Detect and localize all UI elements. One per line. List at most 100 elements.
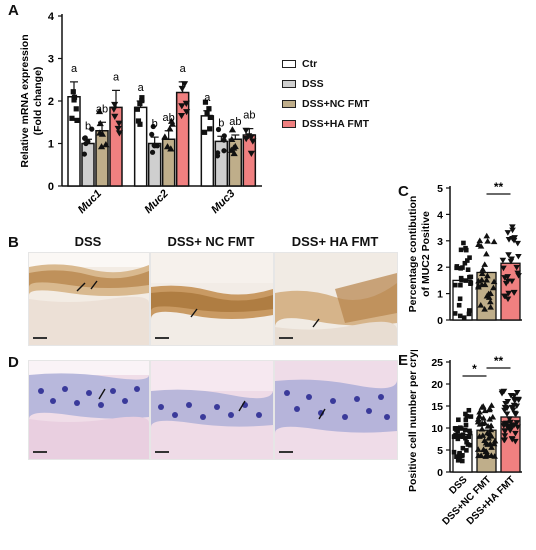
data-point-a	[221, 133, 227, 139]
data-point-c	[483, 232, 491, 239]
data-point-c	[487, 303, 494, 310]
data-point-a	[177, 112, 186, 120]
y-tick-label-c: 1	[437, 289, 443, 301]
data-point-e	[476, 408, 483, 415]
data-point-e	[500, 423, 508, 429]
data-point-e	[486, 406, 493, 413]
data-point-a	[202, 99, 209, 105]
data-point-a	[137, 100, 143, 107]
bar-a	[81, 142, 95, 187]
scale-bar	[279, 451, 293, 453]
data-point-e	[506, 428, 514, 434]
y-tick-label-a: 4	[48, 11, 55, 23]
data-point-e	[465, 442, 471, 447]
data-point-a	[167, 145, 175, 152]
data-point-e	[464, 448, 469, 453]
data-point-a	[178, 85, 186, 93]
data-point-e	[482, 439, 490, 446]
data-point-a	[137, 121, 143, 127]
data-point-e	[454, 454, 459, 459]
data-point-c	[504, 230, 512, 236]
data-point-c	[509, 227, 516, 234]
data-point-e	[514, 424, 521, 431]
data-point-c	[461, 315, 467, 320]
x-tick-label-a: Muc2	[142, 188, 170, 216]
data-point-e	[462, 427, 468, 433]
panel-label-a: A	[8, 2, 19, 19]
data-point-e	[474, 446, 482, 452]
data-point-e	[466, 407, 472, 413]
data-point-e	[459, 426, 464, 431]
x-tick-label-a: Muc3	[209, 188, 237, 216]
y-axis-title-c: Percentage contibutionof MUC2 Positive	[407, 196, 432, 313]
panel-label-d: D	[8, 354, 19, 371]
data-point-c	[483, 250, 490, 257]
data-point-a	[70, 89, 76, 95]
micrograph-d-ha-fmt	[274, 360, 398, 460]
data-point-e	[509, 422, 517, 428]
data-point-a	[115, 120, 123, 127]
legend-swatch-ctr	[282, 60, 296, 68]
y-axis-title-line: Positive cell number per crypt	[407, 350, 419, 492]
bar-a	[147, 142, 162, 187]
y-tick-label-c: 3	[437, 236, 443, 248]
micrograph-b-dss	[28, 252, 150, 346]
data-point-c	[490, 278, 498, 285]
data-point-c	[509, 224, 516, 230]
data-point-a	[139, 95, 145, 101]
data-point-e	[464, 439, 469, 445]
data-point-e	[500, 437, 508, 444]
data-point-e	[487, 422, 495, 429]
legend-item-ha: DSS+HA FMT	[282, 118, 369, 130]
data-point-c	[468, 274, 474, 280]
data-point-c	[484, 237, 491, 244]
data-point-c	[465, 258, 470, 263]
data-point-e	[476, 433, 483, 439]
y-tick-label-e: 10	[431, 423, 443, 435]
data-point-e	[510, 402, 518, 409]
data-point-a	[71, 94, 78, 100]
significance-letter-a: a	[180, 63, 187, 75]
chart-c-muc2-positive: 0 1 2 3 4 5 Percentage contibutionof MUC2 Posi…	[407, 180, 522, 327]
y-axis-title-line: Relative mRNA expression	[19, 34, 31, 167]
data-point-a	[242, 127, 250, 134]
y-axis-title-e: Positive cell number per crypt	[407, 350, 419, 492]
data-point-a	[214, 153, 221, 159]
data-point-c	[513, 264, 520, 271]
significance-mark-c: **	[494, 180, 504, 194]
image-title-ha-fmt: DSS+ HA FMT	[291, 234, 379, 249]
data-point-a	[163, 143, 172, 150]
y-tick-label-c: 2	[437, 262, 443, 274]
data-point-e	[481, 419, 489, 426]
data-point-c	[478, 281, 486, 288]
data-point-a	[228, 135, 236, 143]
data-point-e	[456, 417, 461, 423]
data-point-a	[207, 114, 213, 120]
data-point-a	[149, 131, 155, 138]
significance-letter-a: b	[85, 120, 91, 132]
data-point-c	[476, 237, 484, 244]
data-point-e	[460, 445, 466, 451]
chart-a-mrna-expression: 0 1 2 3 4 Relative mRNA expression(Fold chang…	[19, 11, 262, 216]
data-point-c	[463, 247, 469, 253]
data-point-c	[485, 290, 492, 297]
data-point-e	[501, 407, 508, 414]
data-point-c	[508, 278, 516, 285]
data-point-a	[134, 106, 140, 112]
data-point-e	[489, 413, 497, 420]
y-tick-label-a: 2	[48, 96, 54, 108]
data-point-c	[467, 255, 472, 260]
data-point-e	[459, 453, 465, 458]
panel-label-c: C	[398, 183, 409, 200]
data-point-e	[463, 435, 468, 441]
y-tick-label-a: 1	[48, 139, 54, 151]
image-title-nc-fmt: DSS+ NC FMT	[167, 234, 255, 249]
data-point-a	[230, 149, 238, 157]
data-point-a	[139, 98, 145, 104]
data-point-a	[89, 126, 95, 132]
data-point-e	[451, 449, 457, 455]
bar-a	[214, 140, 229, 187]
legend-swatch-dss	[282, 80, 296, 88]
data-point-c	[452, 311, 458, 316]
data-point-a	[95, 107, 104, 115]
